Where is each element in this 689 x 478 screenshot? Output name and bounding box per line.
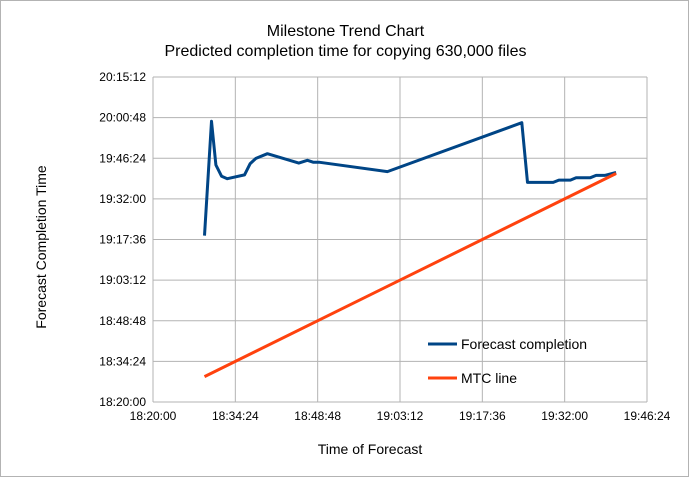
x-tick-label: 18:34:24 bbox=[212, 409, 259, 423]
series-line-0 bbox=[203, 119, 617, 236]
x-tick-label: 19:46:24 bbox=[624, 409, 671, 423]
y-tick-label: 19:46:24 bbox=[99, 151, 146, 165]
series-lines bbox=[203, 119, 617, 378]
y-tick-label: 18:48:48 bbox=[99, 314, 146, 328]
y-tick-label: 18:34:24 bbox=[99, 354, 146, 368]
legend-label: MTC line bbox=[461, 370, 517, 386]
x-tick-label: 19:32:00 bbox=[541, 409, 588, 423]
grid-lines bbox=[152, 76, 648, 403]
series-line-1 bbox=[203, 172, 617, 378]
y-tick-labels: 18:20:00 18:34:24 18:48:48 19:03:12 19:17:36… bbox=[99, 70, 146, 409]
y-tick-label: 19:17:36 bbox=[99, 233, 146, 247]
legend: Forecast completion MTC line bbox=[428, 336, 587, 386]
y-axis-title: Forecast Completion Time bbox=[33, 165, 49, 329]
x-axis-title: Time of Forecast bbox=[318, 441, 423, 457]
x-tick-label: 19:17:36 bbox=[459, 409, 506, 423]
y-tick-label: 18:20:00 bbox=[99, 395, 146, 409]
y-tick-label: 19:32:00 bbox=[99, 192, 146, 206]
chart-subtitle: Predicted completion time for copying 63… bbox=[165, 43, 527, 60]
y-tick-label: 20:15:12 bbox=[99, 70, 146, 84]
x-tick-label: 18:20:00 bbox=[130, 409, 177, 423]
legend-label: Forecast completion bbox=[461, 336, 587, 352]
x-tick-label: 19:03:12 bbox=[377, 409, 424, 423]
x-tick-label: 18:48:48 bbox=[294, 409, 341, 423]
y-tick-label: 20:00:48 bbox=[99, 111, 146, 125]
y-tick-label: 19:03:12 bbox=[99, 273, 146, 287]
chart-title: Milestone Trend Chart bbox=[267, 23, 425, 40]
x-tick-labels: 18:20:00 18:34:24 18:48:48 19:03:12 19:17:36… bbox=[130, 409, 671, 423]
